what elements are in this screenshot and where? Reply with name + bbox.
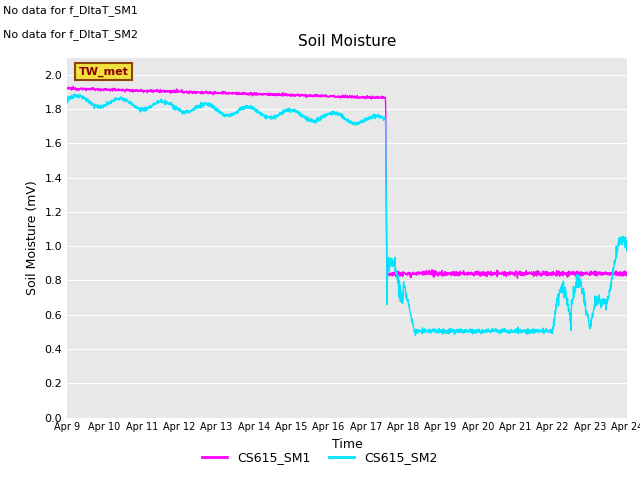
Text: TW_met: TW_met [79, 67, 128, 77]
Legend: CS615_SM1, CS615_SM2: CS615_SM1, CS615_SM2 [197, 446, 443, 469]
Title: Soil Moisture: Soil Moisture [298, 35, 396, 49]
Y-axis label: Soil Moisture (mV): Soil Moisture (mV) [26, 180, 39, 295]
X-axis label: Time: Time [332, 438, 363, 451]
Text: No data for f_DltaT_SM1: No data for f_DltaT_SM1 [3, 5, 138, 16]
Text: No data for f_DltaT_SM2: No data for f_DltaT_SM2 [3, 29, 138, 40]
